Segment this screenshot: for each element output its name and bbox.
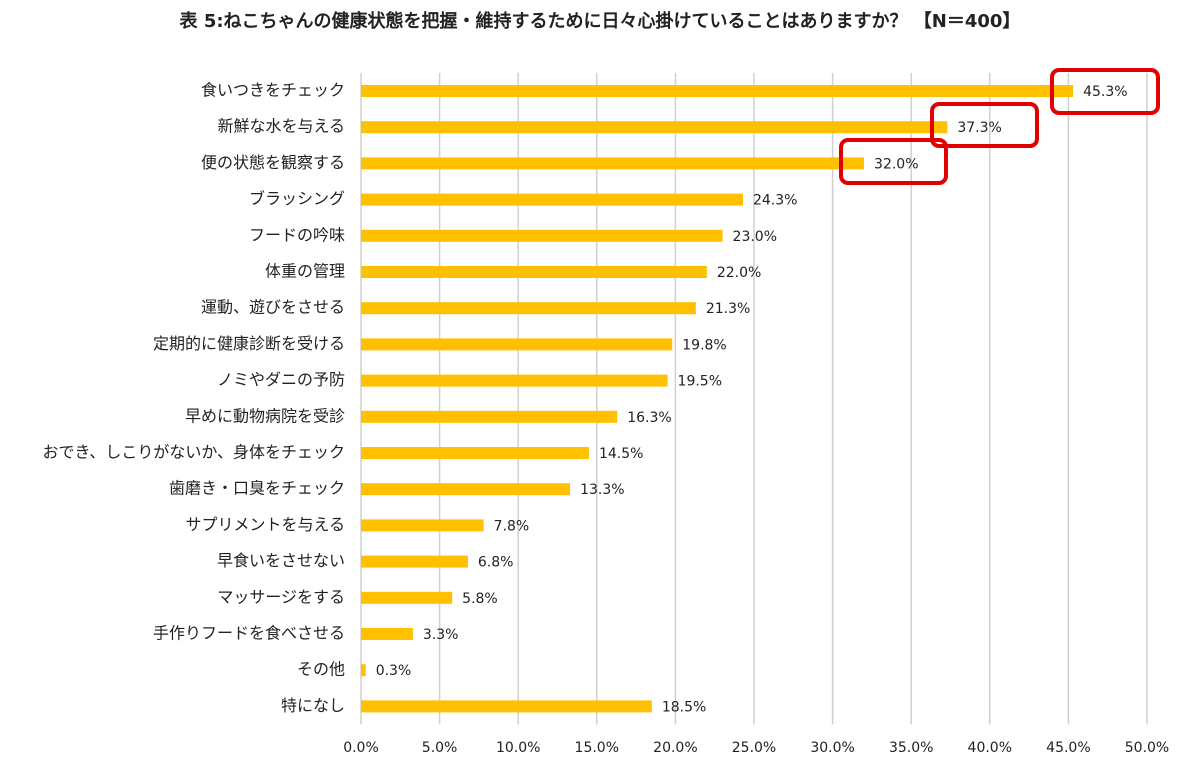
highlight-box [930, 102, 1039, 148]
x-tick-label: 50.0% [1125, 740, 1169, 756]
bar [361, 519, 484, 532]
value-label: 22.0% [717, 265, 761, 281]
value-label: 45.3% [1083, 84, 1127, 100]
value-label: 6.8% [478, 555, 514, 571]
category-label: おでき、しこりがないか、身体をチェック [42, 443, 345, 462]
value-label: 3.3% [423, 627, 459, 643]
category-label: 運動、遊びをさせる [201, 298, 345, 317]
category-label: 食いつきをチェック [201, 81, 345, 100]
category-label: 特になし [281, 696, 345, 715]
value-label: 19.8% [682, 337, 726, 353]
x-tick-label: 45.0% [1046, 740, 1090, 756]
plot: 食いつきをチェック 45.3% 新鮮な水を与える 37.3% 便の状態を観察する 32.0… [42, 81, 1127, 716]
value-label: 5.8% [462, 591, 498, 607]
bar [361, 447, 589, 459]
category-label: 早食いをさせない [217, 551, 345, 570]
x-tick-label: 40.0% [968, 740, 1012, 756]
value-label: 18.5% [662, 699, 706, 715]
category-label: 手作りフードを食べさせる [153, 624, 345, 643]
category-label: サプリメントを与える [185, 515, 345, 534]
value-label: 37.3% [957, 120, 1001, 136]
x-tick-label: 10.0% [496, 740, 540, 756]
bar [361, 193, 743, 206]
category-label: 早めに動物病院を受診 [185, 406, 345, 425]
chart-title: 表 5:ねこちゃんの健康状態を把握・維持するために日々心掛けていることはあります… [180, 10, 1021, 32]
bar [361, 555, 468, 568]
bar [361, 410, 618, 423]
highlight-box [839, 138, 948, 185]
value-label: 21.3% [706, 301, 750, 317]
category-label: マッサージをする [217, 587, 345, 606]
grid: 0.0% 5.0% 10.0% 15.0% 20.0% 25.0% 30.0% 35.0% 40… [343, 72, 1169, 756]
category-label: その他 [297, 660, 345, 679]
bar [361, 628, 413, 640]
category-label: 体重の管理 [265, 262, 345, 281]
value-label: 19.5% [678, 374, 722, 390]
category-label: ブラッシング [249, 189, 345, 208]
x-tick-label: 15.0% [575, 740, 619, 756]
category-label: ノミやダニの予防 [217, 370, 345, 389]
highlight-box [1050, 68, 1160, 115]
x-tick-label: 0.0% [343, 740, 379, 756]
value-label: 24.3% [753, 193, 797, 209]
value-label: 14.5% [599, 446, 643, 462]
category-label: フードの吟味 [249, 225, 345, 244]
value-label: 7.8% [494, 518, 530, 534]
bar [361, 121, 948, 134]
value-label: 0.3% [376, 663, 412, 679]
value-label: 23.0% [733, 229, 777, 245]
bar [361, 664, 366, 677]
bar [361, 266, 707, 278]
category-label: 便の状態を観察する [201, 153, 345, 172]
bar [361, 483, 571, 496]
value-label: 16.3% [627, 410, 671, 426]
bar [361, 85, 1074, 97]
x-tick-label: 30.0% [810, 740, 854, 756]
bar [361, 157, 865, 170]
x-tick-label: 20.0% [653, 740, 697, 756]
category-label: 新鮮な水を与える [217, 117, 345, 136]
bar [361, 302, 696, 315]
bar [361, 700, 652, 713]
bar [361, 374, 668, 387]
value-label: 32.0% [874, 156, 918, 172]
x-tick-label: 35.0% [889, 740, 933, 756]
x-tick-label: 25.0% [732, 740, 776, 756]
value-label: 13.3% [580, 482, 624, 498]
bar [361, 229, 723, 242]
bar [361, 338, 673, 351]
bar [361, 591, 453, 604]
category-label: 定期的に健康診断を受ける [153, 334, 345, 353]
x-tick-label: 5.0% [422, 740, 458, 756]
category-label: 歯磨き・口臭をチェック [169, 479, 345, 498]
